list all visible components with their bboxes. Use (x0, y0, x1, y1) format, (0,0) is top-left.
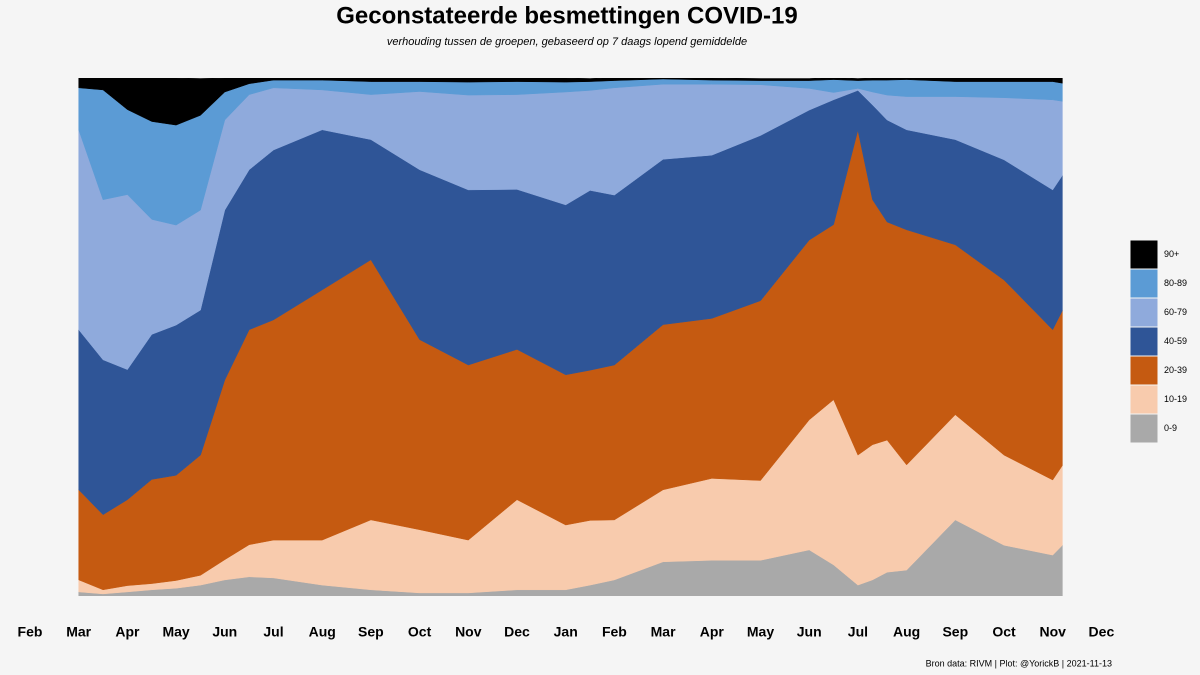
legend-swatch (1129, 384, 1159, 415)
x-tick-label: Dec (504, 624, 530, 640)
x-tick-label: Oct (408, 624, 432, 640)
legend-label: 40-59 (1164, 336, 1187, 346)
legend-label: 10-19 (1164, 394, 1187, 404)
x-tick-label: Dec (1089, 624, 1115, 640)
x-tick-label: Oct (992, 624, 1016, 640)
x-tick-label: Jan (554, 624, 578, 640)
x-tick-label: Jul (848, 624, 868, 640)
legend-swatch (1129, 355, 1159, 386)
areas (78, 78, 1063, 596)
x-tick-label: Jun (212, 624, 237, 640)
legend-label: 0-9 (1164, 423, 1177, 433)
x-tick-label: Aug (893, 624, 920, 640)
legend-swatch (1129, 413, 1159, 444)
area (78, 78, 1063, 126)
x-tick-label: May (747, 624, 774, 640)
chart-subtitle: verhouding tussen de groepen, gebaseerd … (387, 36, 747, 48)
x-tick-label: Apr (700, 624, 725, 640)
x-tick-label: Aug (309, 624, 336, 640)
x-tick-label: Jun (797, 624, 822, 640)
caption: Bron data: RIVM | Plot: @YorickB | 2021-… (926, 658, 1112, 668)
legend-swatch (1129, 326, 1159, 357)
legend-label: 20-39 (1164, 365, 1187, 375)
legend-label: 60-79 (1164, 307, 1187, 317)
x-tick-label: Nov (1039, 624, 1066, 640)
legend-swatch (1129, 268, 1159, 299)
x-tick-label: Sep (942, 624, 968, 640)
x-tick-label: Apr (115, 624, 140, 640)
x-tick-label: Jul (263, 624, 283, 640)
x-tick-label: Feb (602, 624, 627, 640)
x-tick-label: May (162, 624, 189, 640)
x-tick-label: Mar (66, 624, 91, 640)
legend-swatch (1129, 297, 1159, 328)
x-tick-label: Mar (651, 624, 676, 640)
x-tick-label: Feb (18, 624, 43, 640)
legend-swatch (1129, 239, 1159, 270)
chart-title: Geconstateerde besmettingen COVID-19 (336, 2, 797, 29)
x-tick-label: Nov (455, 624, 482, 640)
x-tick-label: Sep (358, 624, 384, 640)
legend-label: 80-89 (1164, 278, 1187, 288)
legend-label: 90+ (1164, 249, 1179, 259)
